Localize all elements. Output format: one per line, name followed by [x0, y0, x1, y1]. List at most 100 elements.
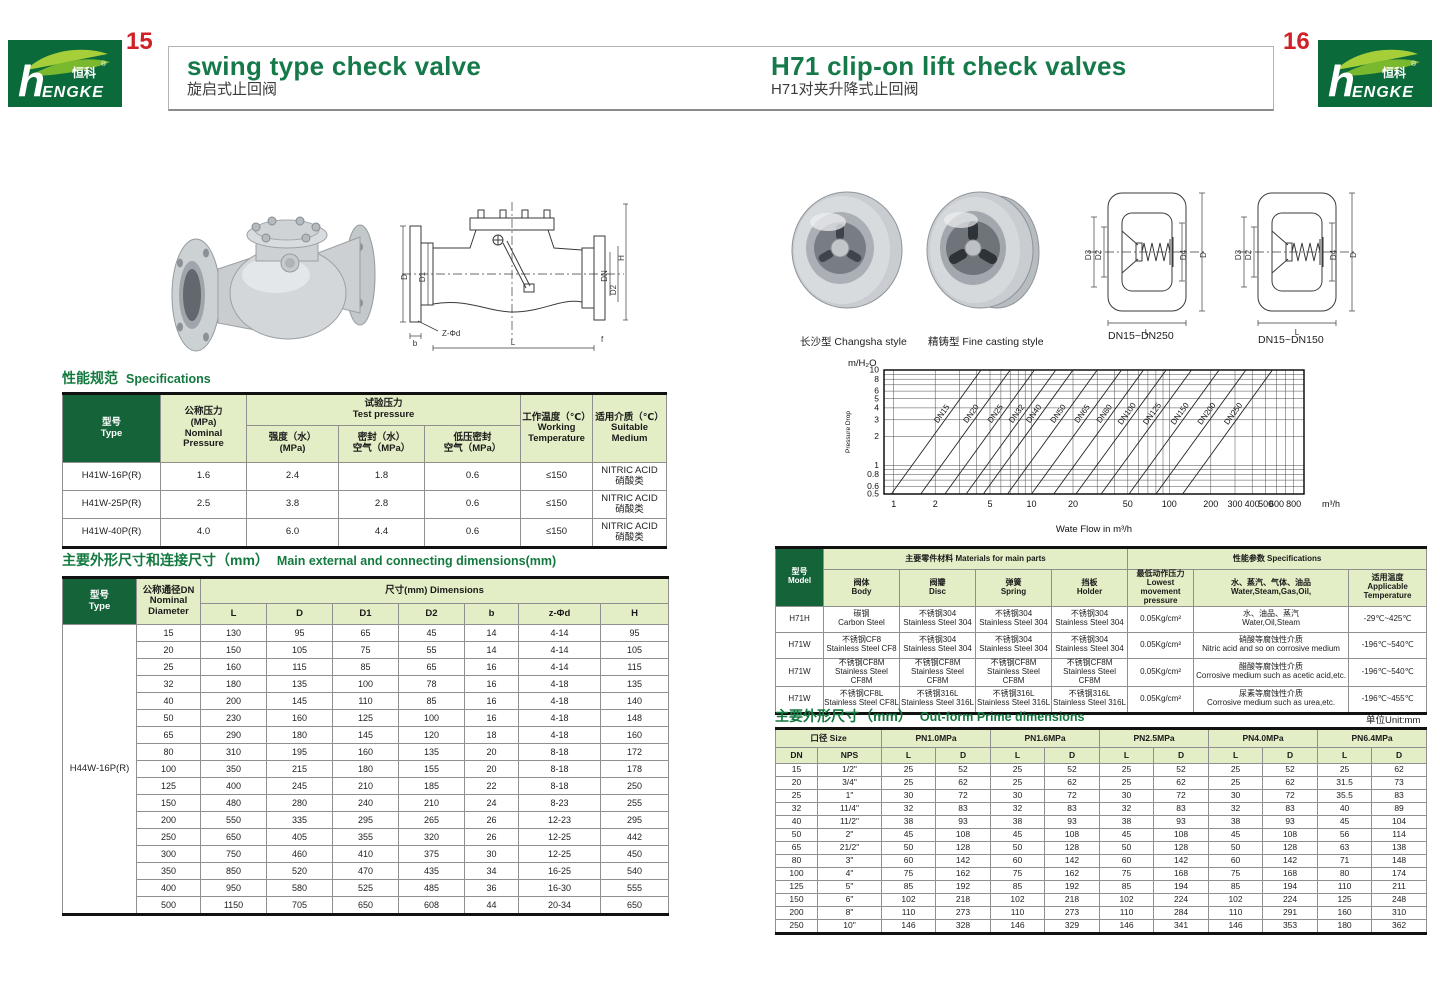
table-cell: 30: [990, 789, 1046, 803]
table-cell: 185: [398, 777, 465, 795]
table-cell: 255: [599, 794, 670, 812]
table-cell: 102: [881, 893, 936, 907]
table-cell: 1": [817, 789, 882, 803]
dims-section-heading: 主要外形尺寸和连接尺寸（mm） Main external and connect…: [62, 550, 556, 570]
table-cell: 32: [1208, 802, 1264, 816]
spec-heading-en: Specifications: [126, 372, 211, 386]
table-cell: 200: [200, 692, 267, 710]
col-header-spring: 弹簧 Spring: [975, 569, 1052, 607]
table-cell: 75: [1208, 867, 1264, 881]
table-cell: 4-18: [518, 675, 601, 693]
table-cell: 71: [1317, 854, 1373, 868]
table-cell: 45: [990, 828, 1046, 842]
table-cell: 38: [990, 815, 1046, 829]
table-cell: 142: [1153, 854, 1210, 868]
table-cell: 65: [136, 726, 201, 744]
table-cell: 21/2": [817, 841, 882, 855]
table-cell: 56: [1317, 828, 1373, 842]
table-cell: 145: [332, 726, 399, 744]
brand-logo-left: h ENGKE 恒科 ®: [8, 40, 122, 107]
col-header-main-parts: 主要零件材料 Materials for main parts: [822, 547, 1129, 570]
table-cell: 15: [136, 624, 201, 642]
table-cell: 4-14: [518, 624, 601, 642]
table-cell: 8-18: [518, 777, 601, 795]
swing-check-valve-drawing: D D1 DN D2 H L b f Z-Φd: [400, 202, 628, 351]
svg-text:1: 1: [874, 460, 879, 470]
table-cell: 26: [464, 828, 519, 846]
table-cell: 85: [990, 880, 1046, 894]
dim-label-f: f: [601, 335, 604, 344]
svg-text:DN80: DN80: [1095, 402, 1115, 424]
table-cell: 450: [599, 845, 670, 863]
table-cell: 128: [1044, 841, 1101, 855]
col-header-nominal-diameter: 公称通径DN Nominal Diameter: [136, 577, 201, 625]
table-cell: 2.5: [160, 490, 247, 519]
table-cell: 410: [332, 845, 399, 863]
table-cell: 25: [881, 763, 936, 777]
table-cell: 89: [1371, 802, 1428, 816]
right-title-en: H71 clip-on lift check valves: [771, 51, 1127, 81]
table-cell: 329: [1044, 919, 1101, 934]
table-cell: 485: [398, 879, 465, 897]
wafer-valve-drawing-1: D3 D2 D4 D L: [1084, 192, 1208, 337]
svg-text:Pressure Drop: Pressure Drop: [845, 411, 852, 453]
table-row: H41W-25P(R) 2.5 3.8 2.8 0.6 ≤150 NITRIC ACID 硝…: [62, 490, 668, 519]
table-row: 300 750 460 410 375 30 12-25 450: [63, 845, 670, 863]
col-header-H: H: [599, 603, 670, 625]
table-cell: 4": [817, 867, 882, 881]
table-cell: 25: [1099, 776, 1155, 790]
table-cell: 12-23: [518, 811, 601, 829]
table-cell: 224: [1262, 893, 1319, 907]
table-cell: 650: [599, 896, 670, 915]
table-cell: 硝酸等腐蚀性介质 Nitric acid and so on corrosive…: [1193, 631, 1350, 659]
svg-text:0.5: 0.5: [867, 489, 879, 499]
table-cell: 520: [266, 862, 333, 880]
table-cell: 50: [1208, 841, 1264, 855]
table-cell: 148: [599, 709, 670, 727]
table-cell: 50: [136, 709, 201, 727]
table-cell: 不锈钢304 Stainless Steel 304: [1050, 605, 1129, 633]
dim-label-D2: D2: [1094, 249, 1103, 260]
table-cell: 355: [332, 828, 399, 846]
table-cell: 470: [332, 862, 399, 880]
table-cell: ≤150: [520, 462, 594, 491]
table-row: 40 11/2" 38 93 38 93 38 93 38 93 45 104: [775, 815, 1428, 829]
table-row: H41W-16P(R) 1.6 2.4 1.8 0.6 ≤150 NITRIC ACID 硝…: [62, 462, 668, 491]
col-header-pn40: PN4.0MPa: [1208, 728, 1319, 748]
table-cell: 180: [266, 726, 333, 744]
dims-heading-zh: 主要外形尺寸和连接尺寸（mm）: [62, 552, 269, 568]
table-cell: 110: [881, 906, 936, 920]
table-cell: 16: [464, 692, 519, 710]
table-cell: 115: [599, 658, 670, 676]
table-cell: 12-25: [518, 828, 601, 846]
table-cell: 250: [136, 828, 201, 846]
table-cell: 85: [332, 658, 399, 676]
table-cell: 178: [599, 760, 670, 778]
dim-label-D4: D4: [1329, 249, 1338, 260]
table-cell: ≤150: [520, 518, 594, 548]
svg-text:1: 1: [891, 499, 896, 509]
svg-text:600: 600: [1269, 499, 1284, 509]
right-title-zh: H71对夹升降式止回阀: [771, 80, 919, 98]
table-cell: 650: [200, 828, 267, 846]
table-cell: 25: [1317, 763, 1373, 777]
left-title-en: swing type check valve: [187, 51, 482, 81]
table-cell: 40: [136, 692, 201, 710]
unit-note: 单位Unit:mm: [1366, 715, 1421, 726]
table-cell: 24: [464, 794, 519, 812]
outform-section-heading: 主要外形尺寸（mm） Out-form Prime dimensions: [775, 706, 1085, 726]
table-cell: 34: [464, 862, 519, 880]
col-header-type: 型号 Type: [62, 577, 137, 625]
table-row: 32 11/4" 32 83 32 83 32 83 32 83 40 89: [775, 802, 1428, 816]
table-cell: 200: [136, 811, 201, 829]
outform-heading-zh: 主要外形尺寸（mm）: [775, 708, 912, 724]
table-cell: 750: [200, 845, 267, 863]
col-header-L: L: [1208, 747, 1264, 764]
table-cell: 2": [817, 828, 882, 842]
table-cell: 8-23: [518, 794, 601, 812]
table-cell: 50: [775, 828, 818, 842]
logo-leaf-icon: [1336, 49, 1418, 70]
table-cell: 83: [1044, 802, 1101, 816]
table-cell: 192: [1044, 880, 1101, 894]
table-cell: 18: [464, 726, 519, 744]
